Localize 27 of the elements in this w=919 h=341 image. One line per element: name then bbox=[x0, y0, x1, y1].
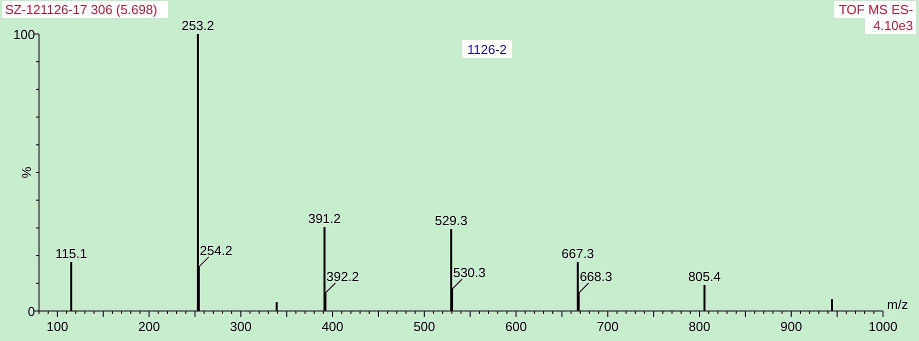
x-axis-title: m/z bbox=[887, 297, 908, 312]
annotation: 392.2 bbox=[326, 268, 359, 284]
annotation: 667.3 bbox=[562, 246, 594, 261]
x-tick-label: 200 bbox=[138, 319, 160, 334]
x-tick-label: 600 bbox=[505, 319, 527, 334]
y-tick-label: 0 bbox=[28, 304, 35, 319]
annotation: 115.1 bbox=[55, 246, 87, 261]
annotation: 530.3 bbox=[453, 265, 486, 280]
annotation: 529.3 bbox=[434, 213, 468, 228]
x-tick-label: 800 bbox=[688, 319, 710, 334]
text: TOF MS ES- bbox=[838, 2, 913, 17]
x-tick-label: 700 bbox=[596, 319, 619, 334]
x-tick-label: 1000 bbox=[868, 319, 898, 334]
annotation: 805.4 bbox=[688, 268, 721, 284]
x-tick-label: 100 bbox=[46, 319, 68, 334]
x-tick-label: 400 bbox=[322, 319, 344, 334]
x-tick-label: 500 bbox=[413, 319, 436, 334]
chart-title: SZ-121126-17 306 (5.698) bbox=[5, 2, 158, 17]
annotation: 254.2 bbox=[200, 242, 232, 258]
annotation: 391.2 bbox=[308, 211, 341, 226]
annotation: 668.3 bbox=[580, 268, 612, 284]
y-axis-title: % bbox=[19, 166, 34, 178]
annotation: 1126-2 bbox=[467, 42, 507, 57]
x-tick-label: 900 bbox=[780, 319, 802, 334]
x-tick-label: 300 bbox=[230, 319, 252, 334]
annotation: 253.2 bbox=[182, 18, 214, 33]
text: 4.10e3 bbox=[873, 18, 913, 33]
